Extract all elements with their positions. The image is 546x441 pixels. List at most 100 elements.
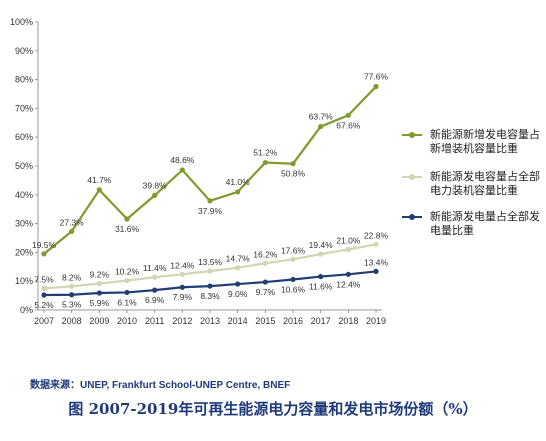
data-point: [41, 292, 47, 298]
legend-label: 新能源发电容量占全部电力装机容量比重: [430, 170, 540, 197]
y-tick-label: 70%: [15, 103, 33, 113]
legend-label: 新能源新增发电容量占新增装机容量比重: [430, 128, 540, 155]
x-tick-label: 2010: [117, 316, 137, 326]
data-point: [207, 283, 213, 289]
data-point: [290, 161, 296, 167]
y-tick-label: 10%: [15, 276, 33, 286]
data-label: 13.5%: [198, 257, 223, 267]
data-point: [96, 187, 102, 193]
data-point: [179, 271, 185, 277]
data-label: 5.2%: [34, 300, 54, 310]
x-tick-label: 2014: [228, 316, 248, 326]
y-tick-label: 100%: [10, 17, 33, 27]
data-label: 13.4%: [364, 257, 389, 267]
data-point: [96, 280, 102, 287]
data-label: 16.2%: [253, 249, 278, 259]
data-label: 11.4%: [143, 263, 167, 273]
x-tick-label: 2018: [338, 316, 358, 326]
data-point: [373, 268, 379, 275]
data-point: [207, 268, 213, 274]
data-label: 6.1%: [117, 297, 137, 307]
x-tick-label: 2008: [62, 316, 82, 326]
data-point: [124, 289, 130, 296]
data-source-note: 数据来源：UNEP, Frankfurt School-UNEP Centre,…: [30, 380, 291, 391]
y-tick-label: 80%: [15, 75, 33, 85]
y-tick-label: 0%: [20, 305, 33, 315]
data-label: 21.0%: [336, 236, 361, 246]
data-point: [179, 167, 185, 173]
x-tick-label: 2013: [200, 316, 220, 326]
data-label: 6.9%: [145, 295, 165, 305]
data-point: [207, 198, 213, 204]
data-label: 39.8%: [143, 180, 168, 190]
data-point: [290, 276, 296, 283]
data-point: [124, 216, 130, 222]
data-point: [345, 271, 351, 277]
data-label: 5.9%: [90, 298, 110, 308]
x-tick-label: 2015: [255, 316, 275, 326]
data-label: 22.8%: [364, 230, 389, 240]
data-label: 77.6%: [364, 72, 389, 82]
data-label: 27.3%: [60, 217, 85, 227]
data-label: 19.4%: [309, 240, 334, 250]
legend-label: 新能源发电量占全部发电量比重: [430, 210, 540, 237]
x-tick-label: 2007: [34, 316, 54, 326]
data-point: [69, 283, 75, 289]
data-label: 37.9%: [198, 206, 223, 216]
data-point: [318, 273, 324, 280]
data-point: [152, 287, 158, 293]
y-tick-label: 30%: [15, 219, 33, 229]
legend-dot: [409, 132, 415, 138]
data-label: 8.3%: [200, 291, 220, 301]
figure-caption: 图 2007-2019年可再生能源电力容量和发电市场份额（%）: [68, 400, 478, 418]
data-point: [124, 278, 130, 284]
x-tick-label: 2012: [172, 316, 192, 326]
x-tick-label: 2019: [366, 316, 386, 326]
data-label: 19.5%: [32, 240, 57, 250]
y-tick-label: 60%: [15, 132, 33, 142]
data-label: 11.6%: [309, 282, 333, 292]
data-label: 7.9%: [173, 292, 193, 302]
data-point: [373, 241, 379, 247]
data-point: [262, 279, 268, 285]
data-label: 50.8%: [281, 169, 306, 179]
data-label: 7.5%: [34, 274, 54, 284]
data-point: [41, 285, 47, 291]
legend-dot: [409, 174, 415, 180]
data-label: 8.2%: [62, 272, 82, 282]
data-label: 31.6%: [115, 224, 140, 234]
data-point: [235, 265, 241, 271]
data-point: [318, 123, 324, 130]
data-point: [96, 290, 102, 296]
data-point: [179, 284, 185, 290]
x-tick-label: 2016: [283, 316, 303, 326]
data-label: 17.6%: [281, 245, 306, 255]
y-tick-label: 50%: [15, 161, 33, 171]
y-tick-label: 40%: [15, 190, 33, 200]
data-label: 67.6%: [336, 120, 361, 130]
data-point: [290, 256, 296, 262]
data-label: 9.7%: [256, 287, 276, 297]
data-point: [262, 159, 268, 166]
data-label: 5.3%: [62, 300, 82, 310]
legend-dot: [409, 214, 415, 220]
data-point: [152, 192, 158, 198]
data-label: 14.7%: [226, 254, 251, 264]
data-label: 10.2%: [115, 267, 140, 277]
data-point: [41, 251, 47, 257]
data-label: 9.0%: [228, 289, 248, 299]
data-point: [235, 189, 241, 195]
data-label: 41.7%: [87, 175, 112, 185]
data-point: [69, 228, 75, 234]
data-point: [69, 292, 75, 298]
data-point: [373, 83, 379, 90]
data-label: 48.6%: [170, 155, 195, 165]
data-point: [262, 260, 268, 266]
x-tick-label: 2009: [89, 316, 109, 326]
data-point: [345, 112, 351, 118]
y-tick-label: 20%: [15, 247, 33, 257]
data-label: 12.4%: [170, 260, 195, 270]
data-label: 10.6%: [281, 284, 306, 294]
x-tick-label: 2017: [311, 316, 331, 326]
